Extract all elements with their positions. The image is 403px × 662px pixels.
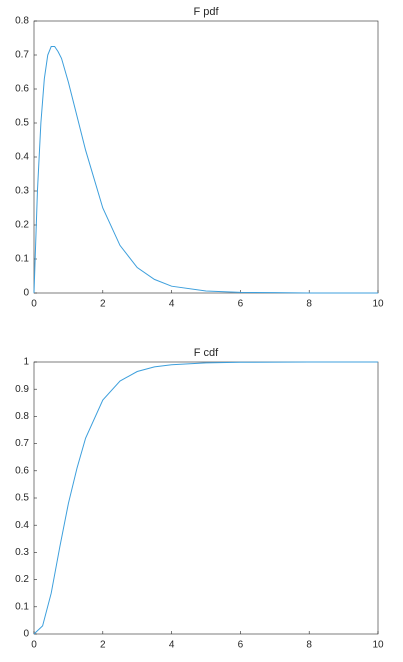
chart-title: F cdf	[194, 347, 219, 359]
y-tick-label: 0.9	[15, 384, 29, 395]
line	[33, 361, 378, 635]
x-tick-label: 2	[100, 299, 106, 310]
y-tick-label: 0.6	[15, 465, 29, 476]
y-tick-label: 0	[23, 629, 29, 640]
y-tick-label: 0.3	[15, 186, 29, 197]
y-tick-label: 0.1	[15, 601, 29, 612]
y-tick-label: 0.8	[15, 16, 29, 27]
x-tick-label: 2	[100, 640, 106, 651]
x-tick-label: 8	[306, 299, 312, 310]
x-tick-label: 6	[238, 299, 244, 310]
x-tick-label: 10	[372, 640, 384, 651]
x-tick-label: 10	[372, 299, 384, 310]
y-tick-label: 0.5	[15, 493, 29, 504]
x-tick-label: 0	[31, 299, 37, 310]
y-tick-label: 0.3	[15, 547, 29, 558]
y-tick-label: 0.4	[15, 152, 29, 163]
x-tick-label: 8	[306, 640, 312, 651]
y-tick-label: 0.7	[15, 438, 29, 449]
x-tick-label: 4	[169, 640, 175, 651]
y-tick-label: 0.5	[15, 118, 29, 129]
y-tick-label: 0.6	[15, 84, 29, 95]
x-tick-label: 4	[169, 299, 175, 310]
axes-box	[33, 20, 379, 294]
y-tick-label: 0	[23, 288, 29, 299]
axes-box	[33, 361, 379, 635]
line	[33, 46, 378, 294]
y-tick-label: 0.2	[15, 220, 29, 231]
y-tick-label: 0.1	[15, 254, 29, 265]
y-tick-label: 1	[23, 357, 29, 368]
y-tick-label: 0.8	[15, 411, 29, 422]
y-tick-label: 0.7	[15, 50, 29, 61]
x-tick-label: 6	[238, 640, 244, 651]
y-tick-label: 0.2	[15, 574, 29, 585]
chart-title: F pdf	[193, 6, 219, 18]
x-tick-label: 0	[31, 640, 37, 651]
y-tick-label: 0.4	[15, 520, 29, 531]
